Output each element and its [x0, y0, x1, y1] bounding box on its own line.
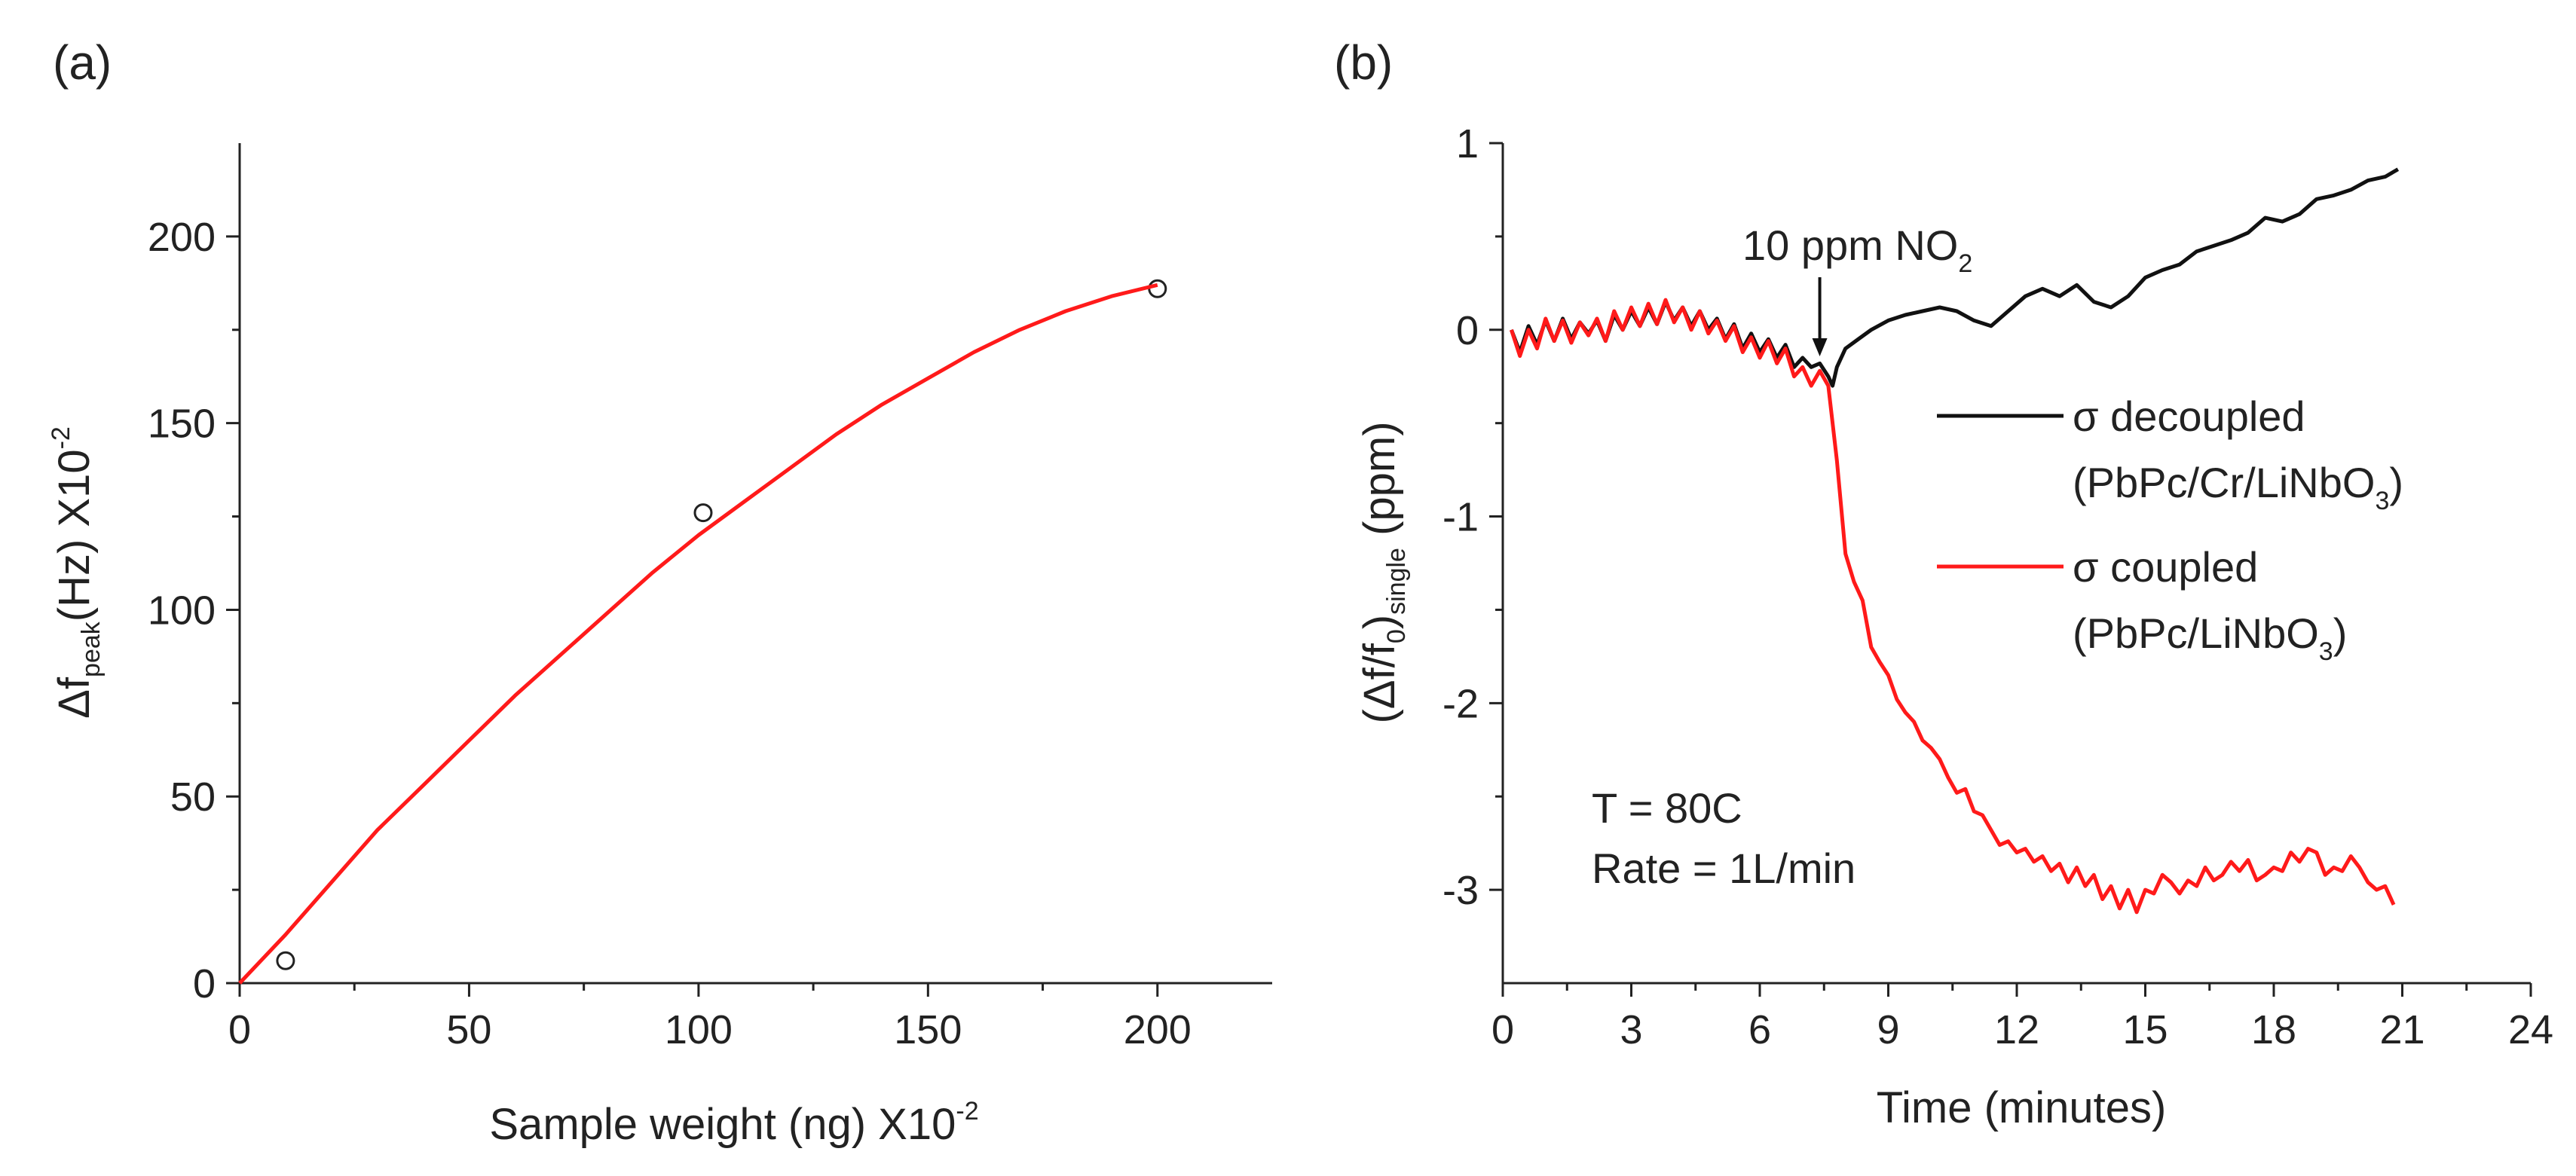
panel-a-y-tick-label: 100 — [148, 588, 216, 633]
panel-b-y-tick-label: 1 — [1456, 121, 1479, 166]
panel-a-data-point — [693, 503, 713, 523]
panel-a-series-line-fit — [238, 283, 1158, 985]
panel-a-y-tick-label: 150 — [148, 402, 216, 447]
panel-a-y-title-prefix: Δf — [50, 677, 99, 719]
panel-a-y-title-exp: -2 — [47, 426, 75, 449]
panel-a-x-tick-label: 150 — [894, 1007, 962, 1052]
no2-arrow-label: 10 ppm NO2 — [1742, 221, 1972, 278]
panel-b-x-tick-label: 18 — [2251, 1007, 2296, 1052]
panel-a-x-tick-label: 100 — [665, 1007, 733, 1052]
no2-arrow — [1812, 277, 1828, 356]
no2-arrow-head — [1812, 338, 1828, 356]
panel-b-series-line-coupled — [1510, 298, 2396, 915]
panel-b-y-title-mid: ) — [1355, 615, 1404, 629]
panel-b-legend: σ decoupled (PbPc/Cr/LiNbO3) σ coupled (… — [1937, 393, 2403, 666]
panel-b-x-tick-label: 9 — [1877, 1007, 1899, 1052]
panel-a-y-title-sub: peak — [77, 621, 106, 677]
panel-b-y-tick-label: -2 — [1442, 681, 1479, 726]
panel-a-plot-area: 0 50 100 150 200 0 50 100 150 200 — [148, 143, 1272, 1052]
panel-a-x-title-exp: -2 — [956, 1097, 978, 1126]
no2-arrow-label-text: 10 ppm NO — [1742, 221, 1958, 269]
panel-a-y-axis-title: Δfpeak(Hz) X10-2 — [47, 426, 106, 719]
legend-coupled-line2-end: ) — [2333, 609, 2348, 657]
panel-a-data-point — [1148, 279, 1167, 298]
panel-a-y-title-suffix: (Hz) X10 — [50, 449, 99, 622]
legend-coupled-line2-sub: 3 — [2319, 637, 2333, 666]
legend-decoupled-line2-end: ) — [2389, 459, 2403, 506]
legend-decoupled-line2-sub: 3 — [2375, 487, 2389, 515]
panel-a-label: (a) — [53, 35, 112, 90]
panel-a-y-tick-label: 200 — [148, 215, 216, 260]
panel-b-y-tick-label: -3 — [1442, 868, 1479, 913]
panel-b-y-axis-title: (Δf/f0)single (ppm) — [1355, 421, 1411, 723]
panel-b-y-title-sub0: 0 — [1382, 629, 1411, 643]
panel-a-x-tick-label: 0 — [228, 1007, 251, 1052]
no2-arrow-label-sub: 2 — [1958, 249, 1972, 278]
panel-b-y-tick-label: -1 — [1442, 495, 1479, 540]
condition-rate: Rate = 1L/min — [1592, 845, 1856, 892]
condition-temperature: T = 80C — [1592, 784, 1742, 832]
panel-a-x-title-text: Sample weight (ng) X10 — [489, 1100, 956, 1149]
panel-a-y-tick-label: 50 — [170, 774, 216, 820]
panel-a-x-tick-label: 200 — [1124, 1007, 1192, 1052]
panel-b-x-tick-label: 3 — [1620, 1007, 1642, 1052]
panel-b-x-tick-label: 12 — [1994, 1007, 2039, 1052]
panel-b-x-axis-title: Time (minutes) — [1877, 1083, 2167, 1132]
panel-b-y-tick-label: 0 — [1456, 308, 1479, 353]
panel-a-y-tick-label: 0 — [193, 961, 216, 1006]
legend-coupled-line2-text: (PbPc/LiNbO — [2073, 609, 2319, 657]
panel-b-label: (b) — [1334, 35, 1393, 90]
panel-b-series-line-decoupled — [1510, 167, 2400, 388]
panel-b-x-tick-label: 24 — [2508, 1007, 2553, 1052]
panel-b: (b) 0 3 6 9 12 15 18 21 24-3-2-101 (Δf/f0)single… — [1334, 35, 2553, 1132]
panel-b-x-tick-label: 0 — [1491, 1007, 1514, 1052]
legend-decoupled-line1: σ decoupled — [2073, 393, 2305, 440]
legend-coupled-line2: (PbPc/LiNbO3) — [2073, 609, 2347, 666]
panel-a-data-point — [276, 951, 295, 970]
panel-b-x-tick-label: 21 — [2379, 1007, 2425, 1052]
panel-b-y-title-prefix: (Δf/f — [1355, 643, 1404, 723]
panel-b-plot-area: 0 3 6 9 12 15 18 21 24 -3 -2 -1 0 1 — [1442, 121, 2553, 1052]
legend-decoupled-line2-text: (PbPc/Cr/LiNbO — [2073, 459, 2375, 506]
panel-a-x-tick-label: 50 — [446, 1007, 491, 1052]
panel-b-y-title-suffix: (ppm) — [1355, 421, 1404, 548]
panel-b-x-tick-label: 15 — [2122, 1007, 2168, 1052]
panel-a-x-axis-title: Sample weight (ng) X10-2 — [489, 1097, 978, 1149]
panel-b-x-tick-label: 6 — [1748, 1007, 1771, 1052]
legend-coupled-line1: σ coupled — [2073, 543, 2258, 591]
legend-decoupled-line2: (PbPc/Cr/LiNbO3) — [2073, 459, 2403, 515]
panel-a: (a) 0 50 100 150 200 0 50 100 150 200 Δfpeak(Hz) … — [47, 35, 1272, 1149]
panel-b-y-title-sub: single — [1382, 548, 1411, 615]
